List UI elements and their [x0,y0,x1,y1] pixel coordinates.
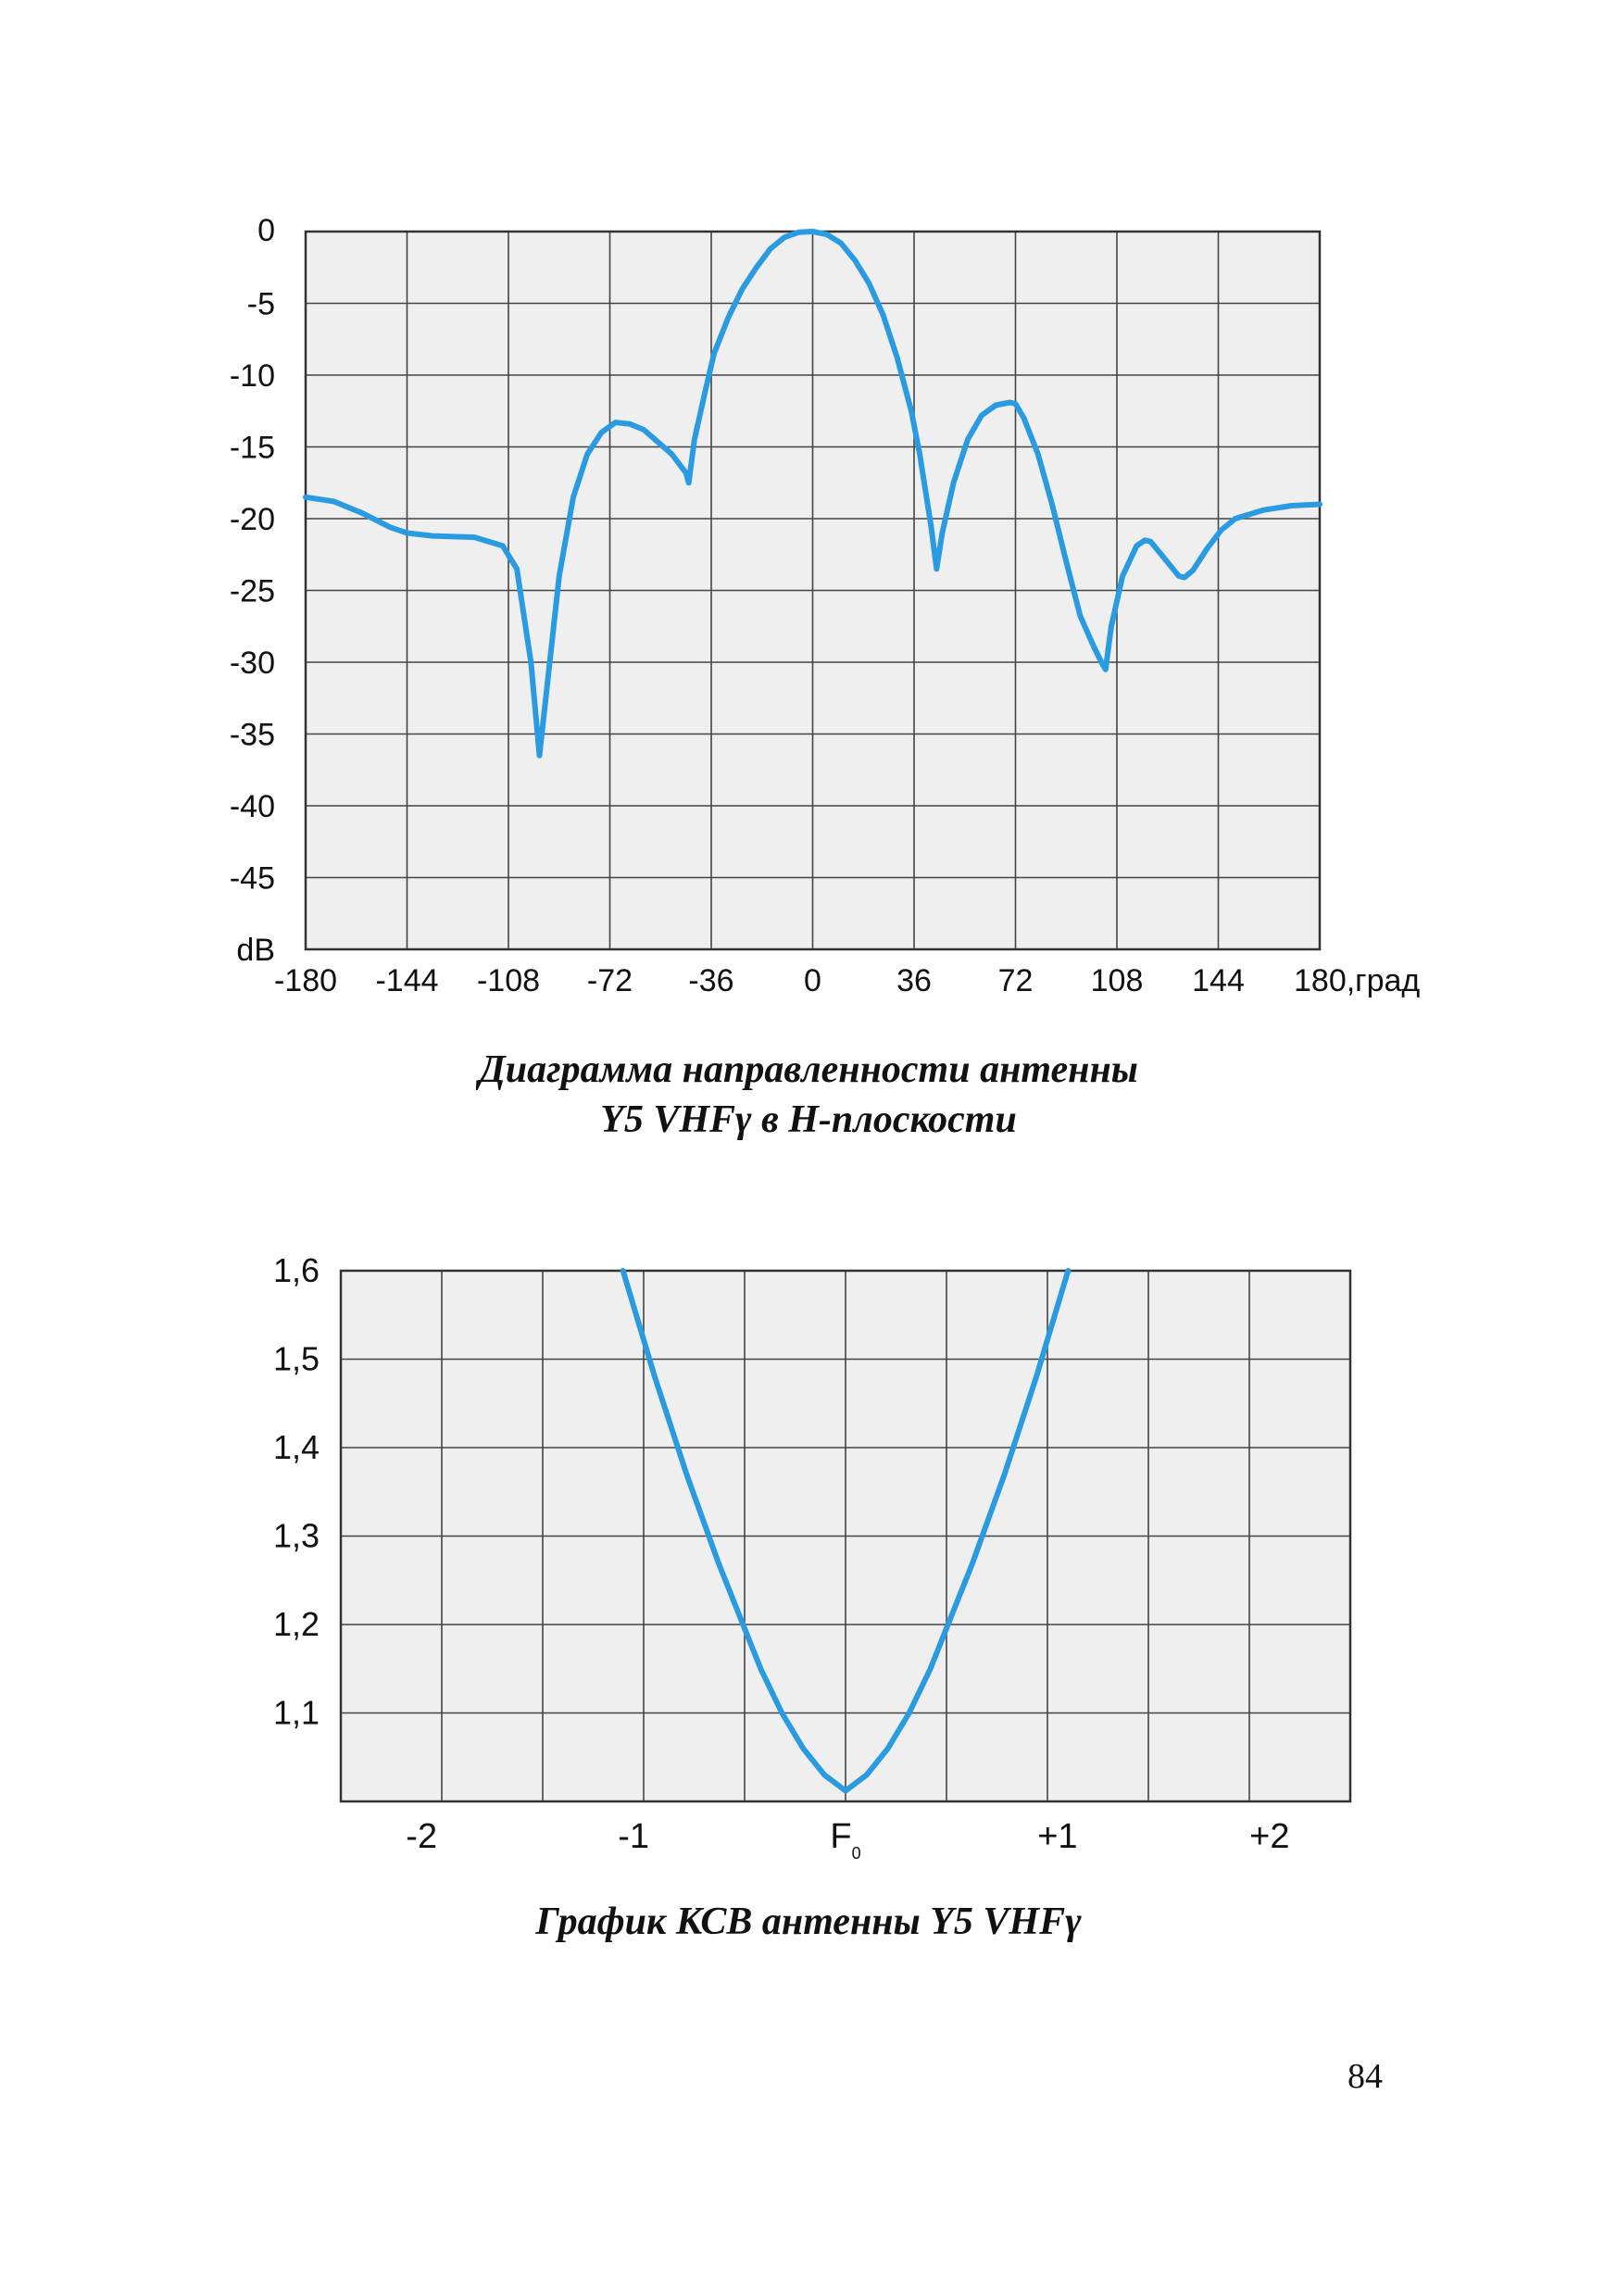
chart2-caption: График КСВ антенны Y5 VHFγ [535,1901,1082,1943]
x-tick-label: -2 [406,1817,437,1856]
vswr-chart: 1,6 1,5 1,4 1,3 1,2 1,1 -2 -1 F0 +1 +2 [273,1251,1352,1863]
chart1-caption: Диаграмма направленности антенны Y5 VHFγ… [0,1045,1617,1145]
y-tick-label: -25 [230,574,275,609]
y-tick-label: -30 [230,646,275,681]
x-tick-label: -144 [375,963,438,998]
y-tick-label: -20 [230,502,275,537]
x-tick-label: 36 [896,963,932,998]
y-tick-label: -15 [230,431,275,466]
x-tick-label: +1 [1037,1817,1077,1856]
plot-frame [339,1269,1352,1803]
y-tick-label: 1,6 [273,1251,320,1289]
radiation-pattern-chart: 0 -5 -10 -15 -20 -25 -30 -35 -40 -45 dB-180 -144 -10… [230,213,1421,998]
y-tick-label: 1,2 [273,1605,320,1643]
y-tick-label: 0 [257,213,275,248]
vswr-series-line [620,1268,1072,1794]
y-tick-label: -45 [230,861,275,897]
y-tick-label: -35 [230,718,275,753]
x-tick-label: 180,град [1294,963,1420,998]
y-tick-label: 1,1 [273,1694,320,1732]
x-tick-label: +2 [1249,1817,1289,1856]
pattern-series-line [303,229,1322,759]
y-tick-label: dB [236,933,275,968]
x-tick-label: -1 [618,1817,649,1856]
x-tick-label: -180 [274,963,337,998]
x-tick-subscript: 0 [852,1844,861,1863]
x-tick-label: 72 [998,963,1034,998]
page-number: 84 [1348,2057,1383,2096]
x-tick-label: F0 [830,1817,860,1863]
x-tick-label: -72 [587,963,633,998]
y-tick-label: -10 [230,358,275,394]
y-tick-label: -40 [230,789,275,824]
chart1-caption-line1: Диаграмма направленности антенны [479,1048,1138,1091]
x-tick-label: 108 [1091,963,1144,998]
chart1-caption-line2: Y5 VHFγ в H-плоскости [600,1098,1017,1141]
x-tick-label: 0 [804,963,821,998]
y-tick-label: 1,3 [273,1517,320,1555]
y-tick-label: 1,5 [273,1340,320,1378]
x-tick-label: 144 [1192,963,1245,998]
x-tick-label: -36 [688,963,733,998]
y-tick-label: -5 [247,287,275,322]
x-tick-label: -108 [477,963,540,998]
y-tick-label: 1,4 [273,1428,320,1466]
